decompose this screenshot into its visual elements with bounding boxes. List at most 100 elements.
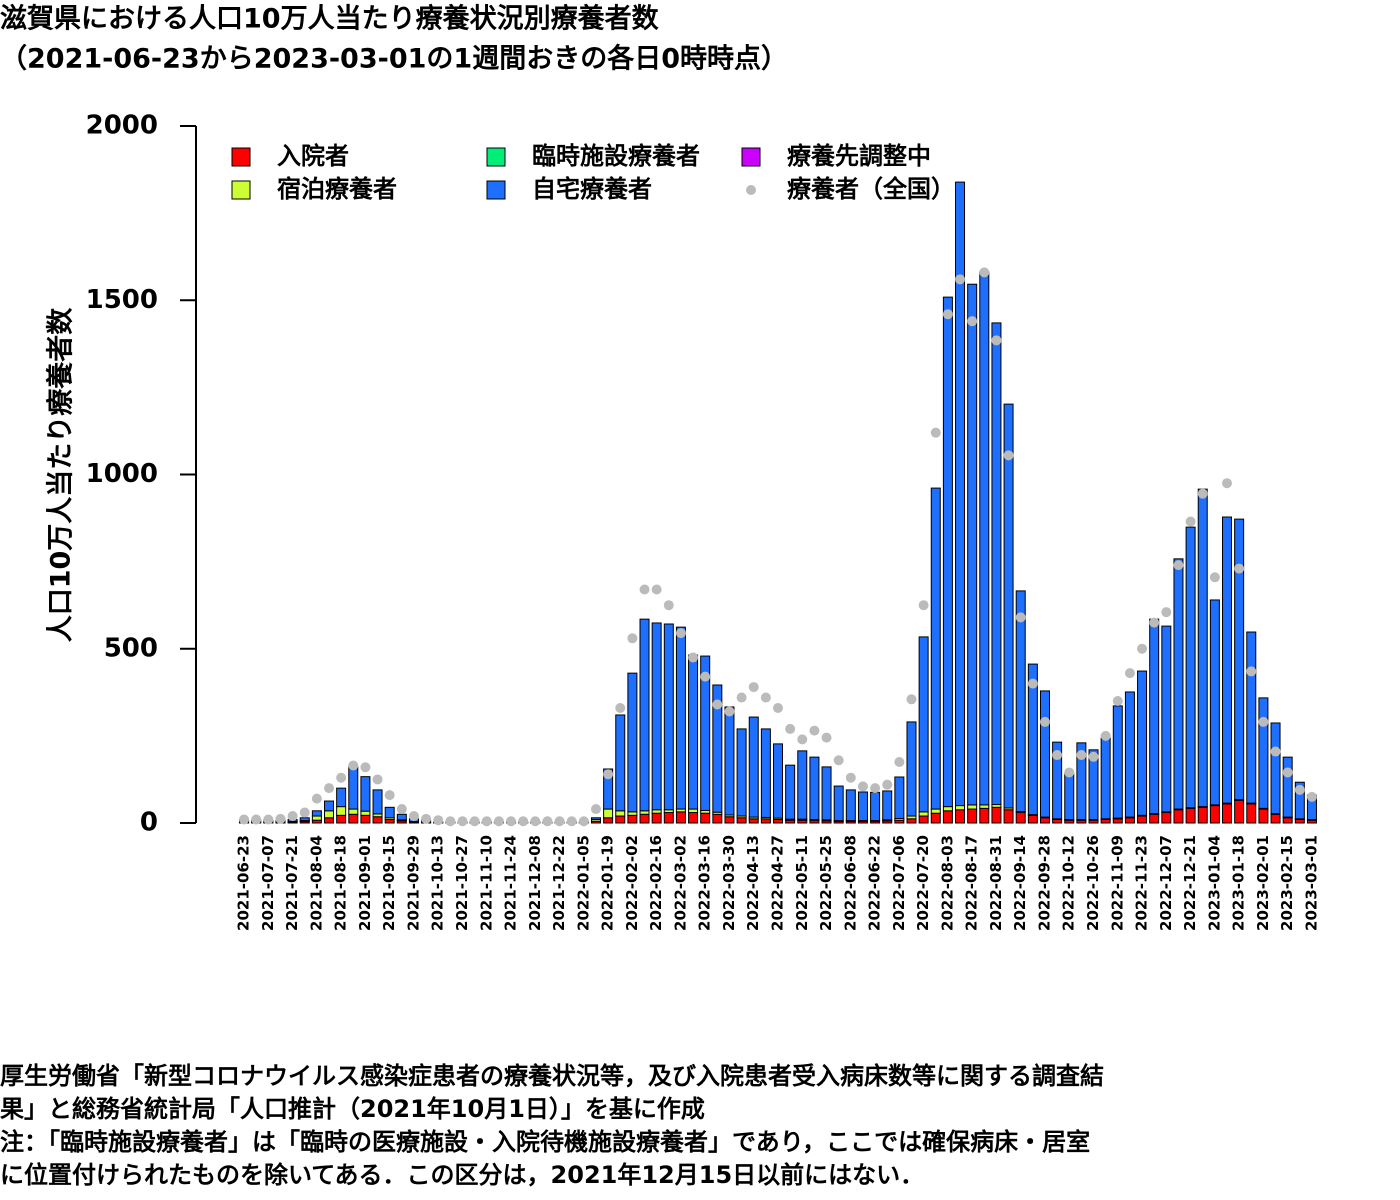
x-tick-label: 2022-11-23 bbox=[1133, 835, 1151, 931]
bar-segment bbox=[773, 743, 784, 819]
x-tick-label: 2022-10-26 bbox=[1084, 835, 1102, 931]
legend-marker bbox=[746, 185, 756, 195]
bar-segment bbox=[967, 804, 978, 810]
x-tick-label: 2021-08-18 bbox=[332, 835, 350, 931]
note: に位置付けられたものを除いてある．この区分は，2021年12月15日以前にはない… bbox=[0, 1161, 924, 1189]
x-tick-label: 2022-02-02 bbox=[623, 835, 641, 931]
bar-segment bbox=[1270, 722, 1281, 815]
chart-subtitle: （2021-06-23から2023-03-01の1週間おきの各日0時時点） bbox=[0, 43, 788, 75]
point bbox=[845, 772, 856, 783]
bar-segment bbox=[760, 818, 771, 824]
point bbox=[700, 671, 711, 682]
bar-segment bbox=[1088, 749, 1099, 821]
point bbox=[530, 816, 541, 827]
bar-segment bbox=[372, 816, 383, 824]
bar-segment bbox=[688, 812, 699, 824]
bar-segment bbox=[942, 810, 953, 824]
point bbox=[1003, 450, 1014, 461]
point bbox=[1088, 751, 1099, 762]
x-tick-label: 2022-03-30 bbox=[720, 835, 738, 931]
bar-segment bbox=[688, 654, 699, 810]
point bbox=[542, 816, 553, 827]
bar-segment bbox=[736, 817, 747, 824]
point bbox=[894, 757, 905, 768]
bar-segment bbox=[675, 626, 686, 810]
x-tick-label: 2021-10-13 bbox=[429, 835, 447, 931]
bar-segment bbox=[348, 808, 359, 815]
bar-segment bbox=[1234, 518, 1245, 801]
bar-segment bbox=[1270, 813, 1281, 824]
bar-segment bbox=[700, 812, 711, 824]
bar-segment bbox=[724, 816, 735, 824]
x-tick-label: 2021-09-01 bbox=[356, 835, 374, 931]
point bbox=[1112, 696, 1123, 707]
point bbox=[1294, 784, 1305, 795]
y-tick-label: 2000 bbox=[86, 111, 158, 141]
bar-segment bbox=[348, 766, 359, 810]
point bbox=[1282, 767, 1293, 778]
bar-segment bbox=[663, 623, 674, 811]
bar-segment bbox=[930, 487, 941, 810]
bar-segment bbox=[1222, 803, 1233, 824]
point bbox=[870, 783, 881, 794]
point bbox=[324, 783, 335, 794]
point bbox=[651, 584, 662, 595]
bar-segment bbox=[1209, 599, 1220, 806]
point bbox=[979, 267, 990, 278]
bar-segment bbox=[627, 672, 638, 813]
bar-segment bbox=[991, 322, 1002, 806]
x-tick-label: 2021-06-23 bbox=[235, 835, 253, 931]
bar-segment bbox=[603, 808, 614, 819]
bar-segment bbox=[1137, 815, 1148, 824]
bar-segment bbox=[870, 791, 881, 822]
bar-segment bbox=[833, 785, 844, 822]
bar-segment bbox=[639, 618, 650, 812]
bar-segment bbox=[1161, 812, 1172, 824]
bar-segment bbox=[748, 818, 759, 824]
bar-segment bbox=[615, 810, 626, 817]
bar-segment bbox=[1282, 756, 1293, 818]
bar-segment bbox=[627, 811, 638, 816]
bar-segment bbox=[736, 728, 747, 817]
x-tick-label: 2022-03-16 bbox=[696, 835, 714, 931]
bar-segment bbox=[918, 811, 929, 817]
point bbox=[882, 779, 893, 790]
point bbox=[506, 816, 517, 827]
bar-segment bbox=[845, 789, 856, 822]
point bbox=[833, 755, 844, 766]
point bbox=[615, 702, 626, 713]
point bbox=[1197, 488, 1208, 499]
chart-title: 滋賀県における人口10万人当たり療養状況別療養者数 bbox=[0, 3, 660, 35]
bar-segment bbox=[675, 811, 686, 824]
legend-label: 宿泊療養者 bbox=[277, 175, 397, 203]
y-tick-label: 0 bbox=[140, 808, 158, 838]
point bbox=[372, 774, 383, 785]
point bbox=[1234, 563, 1245, 574]
point bbox=[1161, 607, 1172, 618]
point bbox=[1100, 730, 1111, 741]
bar-segment bbox=[1100, 819, 1111, 824]
bar-segment bbox=[1039, 817, 1050, 824]
point bbox=[991, 335, 1002, 346]
x-tick-label: 2021-12-22 bbox=[550, 835, 568, 931]
bar-segment bbox=[336, 814, 347, 824]
x-tick-label: 2022-08-17 bbox=[963, 835, 981, 931]
x-tick-label: 2023-01-04 bbox=[1205, 835, 1223, 931]
bar-segment bbox=[324, 810, 335, 819]
legend-marker bbox=[741, 147, 761, 167]
bar-segment bbox=[967, 808, 978, 824]
bar-segment bbox=[785, 764, 796, 820]
bar-segment bbox=[894, 776, 905, 819]
bar-segment bbox=[1246, 803, 1257, 824]
bar-segment bbox=[979, 807, 990, 824]
point bbox=[578, 816, 589, 827]
x-tick-label: 2022-08-03 bbox=[938, 835, 956, 931]
bar-segment bbox=[979, 271, 990, 806]
bar-segment bbox=[1234, 799, 1245, 824]
bar-segment bbox=[1003, 403, 1014, 809]
point bbox=[821, 732, 832, 743]
bar-segment bbox=[1173, 809, 1184, 824]
y-axis-title: 人口10万人当たり療養者数 bbox=[45, 307, 77, 643]
point bbox=[445, 816, 456, 827]
bar-segment bbox=[724, 706, 735, 816]
